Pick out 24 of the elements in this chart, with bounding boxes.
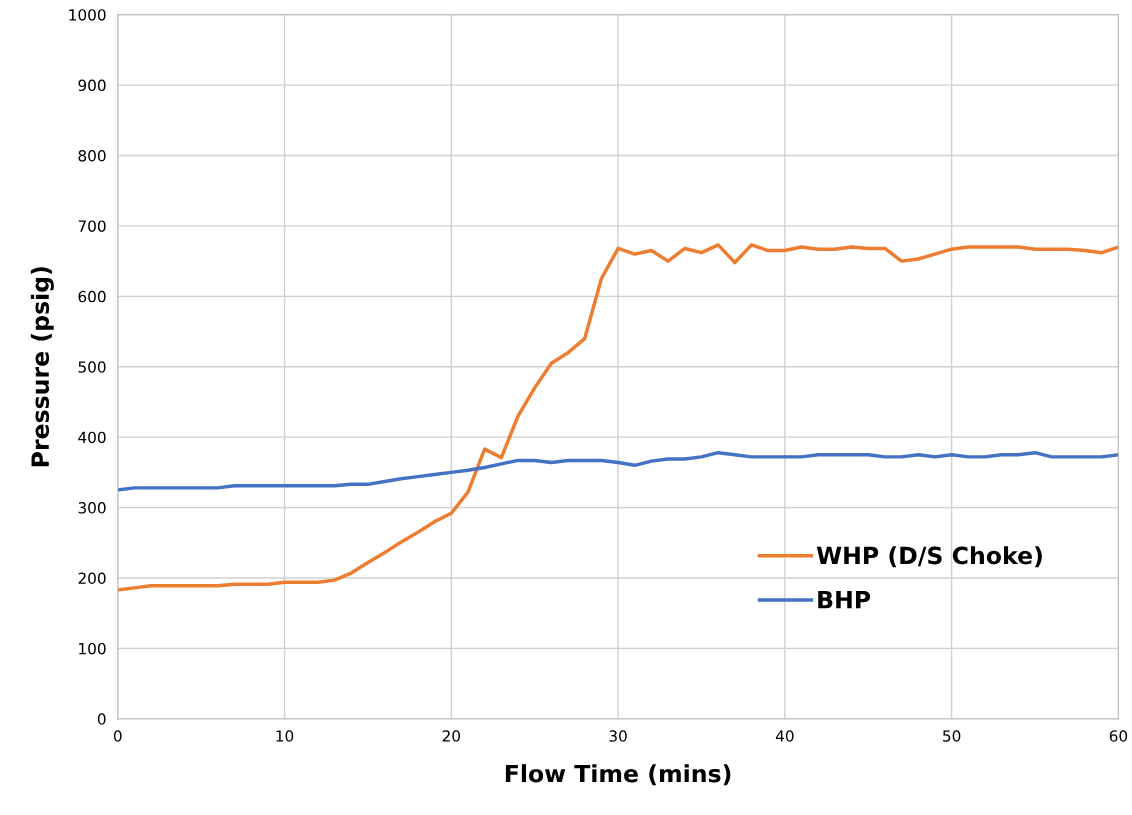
y-tick-label: 600	[78, 290, 106, 303]
legend-label: WHP (D/S Choke)	[816, 546, 1042, 568]
x-tick-label: 60	[1109, 730, 1128, 742]
x-tick-label: 20	[442, 730, 460, 742]
line-series	[117, 450, 1119, 492]
x-tick-label: 30	[609, 730, 627, 742]
y-tick-label: 1000	[69, 9, 106, 21]
line-series	[117, 243, 1119, 592]
y-tick-label: 800	[78, 149, 106, 162]
y-tick-label: 700	[78, 220, 106, 232]
y-tick-label: 0	[97, 713, 106, 725]
x-axis-title: Flow Time (mins)	[505, 764, 731, 786]
legend-label: BHP	[818, 590, 871, 609]
x-tick-label: 40	[775, 730, 794, 742]
y-tick-label: 200	[78, 572, 106, 585]
y-tick-label: 300	[78, 502, 106, 514]
y-axis-title: Pressure (psig)	[30, 267, 54, 467]
y-tick-label: 900	[78, 79, 106, 92]
y-tick-label: 500	[78, 361, 106, 373]
y-tick-label: 400	[78, 431, 106, 444]
y-tick-label: 100	[79, 642, 106, 655]
x-tick-label: 50	[943, 730, 961, 742]
x-tick-label: 10	[276, 730, 294, 742]
x-tick-label: 0	[113, 730, 122, 742]
